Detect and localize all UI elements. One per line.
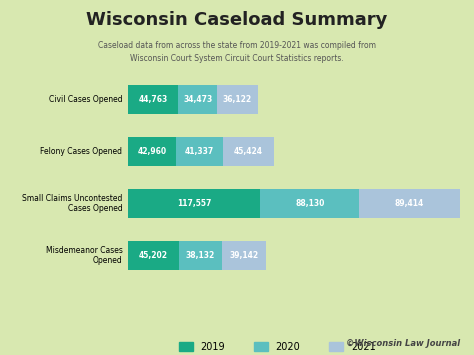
Text: 89,414: 89,414 xyxy=(395,199,424,208)
Bar xyxy=(128,241,179,270)
Text: 41,337: 41,337 xyxy=(185,147,214,156)
Text: 45,202: 45,202 xyxy=(139,251,168,260)
Bar xyxy=(176,137,223,166)
Bar xyxy=(222,241,266,270)
Text: Caseload data from across the state from 2019-2021 was compiled from
Wisconsin C: Caseload data from across the state from… xyxy=(98,41,376,63)
Bar xyxy=(359,189,460,218)
Text: 44,763: 44,763 xyxy=(138,95,168,104)
Text: ©Wisconsin Law Journal: ©Wisconsin Law Journal xyxy=(346,339,460,348)
Text: 45,424: 45,424 xyxy=(234,147,263,156)
Bar xyxy=(128,189,260,218)
Text: 38,132: 38,132 xyxy=(186,251,215,260)
Text: 88,130: 88,130 xyxy=(295,199,324,208)
Text: 117,557: 117,557 xyxy=(177,199,211,208)
Text: 39,142: 39,142 xyxy=(229,251,258,260)
Text: 34,473: 34,473 xyxy=(183,95,212,104)
Text: Wisconsin Caseload Summary: Wisconsin Caseload Summary xyxy=(86,11,388,29)
Text: 42,960: 42,960 xyxy=(137,147,167,156)
Bar xyxy=(178,85,217,114)
Bar xyxy=(260,189,359,218)
Legend: 2019, 2020, 2021: 2019, 2020, 2021 xyxy=(175,338,380,355)
Bar xyxy=(223,137,274,166)
Bar xyxy=(128,137,176,166)
Bar xyxy=(217,85,258,114)
Text: 36,122: 36,122 xyxy=(223,95,252,104)
Bar xyxy=(179,241,222,270)
Bar xyxy=(128,85,178,114)
